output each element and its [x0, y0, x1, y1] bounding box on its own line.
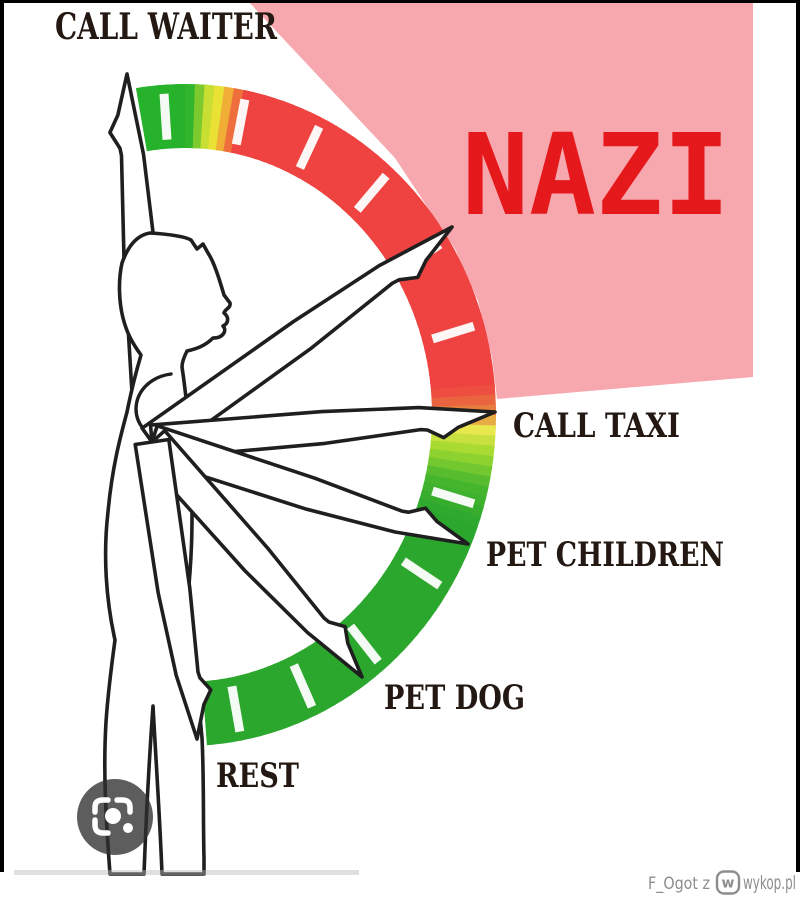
frame-border-top	[0, 0, 800, 3]
gauge-tick	[231, 98, 250, 146]
label-rest: REST	[216, 756, 299, 796]
gauge-tick	[295, 124, 324, 170]
label-call-waiter: CALL WAITER	[55, 6, 278, 48]
label-pet-dog: PET DOG	[384, 678, 525, 718]
lens-button[interactable]	[77, 779, 153, 855]
image-bottom-edge	[14, 870, 359, 875]
watermark-author: F_Ogot z	[648, 874, 710, 894]
watermark-site: wykop.pl	[743, 872, 796, 894]
arm-pet-children	[145, 424, 470, 546]
arm-nazi	[140, 225, 454, 458]
arm-pet-dog	[137, 428, 364, 679]
arm-layer-front	[133, 225, 497, 741]
gauge-tick	[289, 663, 317, 709]
gauge-tick	[400, 557, 443, 590]
frame-border-left	[0, 0, 4, 872]
gauge-tick	[431, 486, 476, 509]
gauge-tick	[346, 623, 382, 665]
wykop-logo-letter: w	[722, 876, 735, 892]
gauge-tick	[431, 321, 476, 344]
label-nazi: NAZI	[462, 111, 730, 241]
arm-call-taxi	[148, 405, 497, 461]
gauge-tick	[227, 685, 245, 733]
lens-center-dot	[105, 808, 121, 824]
watermark: F_Ogot z w wykop.pl	[648, 870, 796, 895]
lens-small-dot	[123, 823, 133, 833]
arm-rest	[133, 437, 213, 741]
label-pet-children: PET CHILDREN	[486, 535, 724, 575]
frame-border-right	[796, 0, 800, 872]
google-lens-icon	[92, 797, 133, 836]
gauge-tick	[353, 172, 390, 213]
wykop-logo-icon	[715, 870, 741, 895]
nazi-zone-wedge	[247, 0, 753, 399]
label-call-taxi: CALL TAXI	[513, 406, 680, 446]
gauge-tick	[159, 93, 172, 140]
